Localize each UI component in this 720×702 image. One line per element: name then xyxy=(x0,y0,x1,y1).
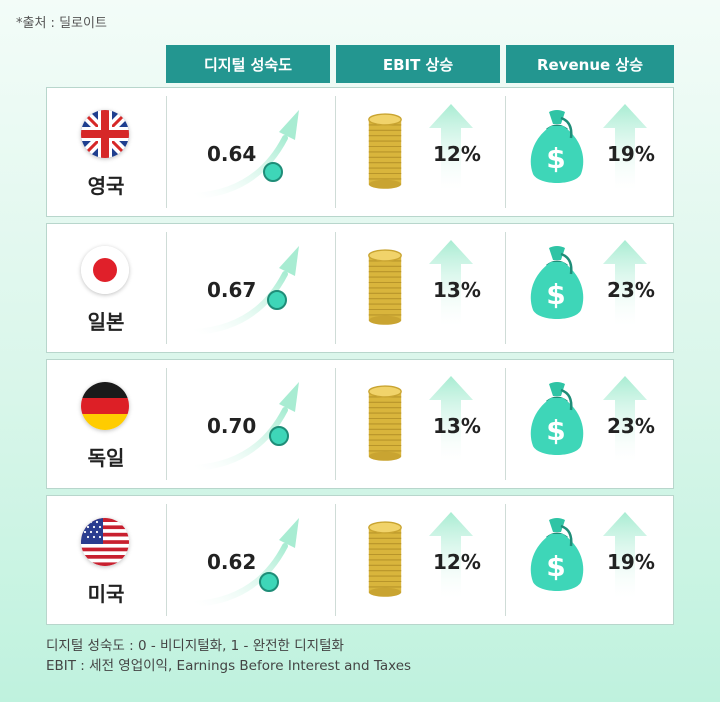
country-cell: 영국 xyxy=(47,88,165,216)
column-divider xyxy=(505,504,506,616)
revenue-value: 19% xyxy=(607,550,655,574)
country-row-germany: 독일 0.70 13% 23% xyxy=(46,359,674,489)
column-divider xyxy=(335,368,336,480)
source-note: *출처 : 딜로이트 xyxy=(16,16,107,31)
column-divider xyxy=(505,232,506,344)
column-divider xyxy=(335,232,336,344)
coin-stack-icon xyxy=(367,516,403,602)
japan-flag-icon xyxy=(81,246,129,294)
header-revenue: Revenue 상승 xyxy=(506,45,674,83)
column-divider xyxy=(505,96,506,208)
maturity-score: 0.62 xyxy=(207,550,257,574)
uk-flag-icon xyxy=(81,110,129,158)
maturity-dot xyxy=(267,290,287,310)
ebit-value: 12% xyxy=(433,550,481,574)
germany-flag-icon xyxy=(81,382,129,430)
maturity-dot xyxy=(259,572,279,592)
country-row-usa: 미국 0.62 12% 19% xyxy=(46,495,674,625)
country-cell: 일본 xyxy=(47,224,165,352)
ebit-value: 13% xyxy=(433,278,481,302)
revenue-value: 23% xyxy=(607,278,655,302)
money-bag-icon xyxy=(527,516,587,596)
maturity-dot xyxy=(263,162,283,182)
maturity-score: 0.70 xyxy=(207,414,257,438)
footnotes: 디지털 성숙도 : 0 - 비디지털화, 1 - 완전한 디지털화 EBIT :… xyxy=(46,636,411,676)
header-digital-label: 디지털 성숙도 xyxy=(203,55,293,74)
column-divider xyxy=(505,368,506,480)
column-divider xyxy=(335,504,336,616)
column-divider xyxy=(335,96,336,208)
header-ebit-label: EBIT 상승 xyxy=(382,55,454,74)
country-name: 영국 xyxy=(87,174,125,198)
country-name: 미국 xyxy=(87,582,125,606)
note-digital-maturity: 디지털 성숙도 : 0 - 비디지털화, 1 - 완전한 디지털화 xyxy=(46,638,344,654)
country-cell: 독일 xyxy=(47,360,165,488)
money-bag-icon xyxy=(527,244,587,324)
column-divider xyxy=(166,368,167,480)
money-bag-icon xyxy=(527,108,587,188)
header-digital-maturity: 디지털 성숙도 xyxy=(166,45,330,83)
country-row-japan: 일본 0.67 13% 23% xyxy=(46,223,674,353)
money-bag-icon xyxy=(527,380,587,460)
country-row-uk: 영국 0.64 12% 19% xyxy=(46,87,674,217)
column-divider xyxy=(166,232,167,344)
header-ebit: EBIT 상승 xyxy=(336,45,500,83)
column-divider xyxy=(166,504,167,616)
coin-stack-icon xyxy=(367,108,403,194)
revenue-value: 23% xyxy=(607,414,655,438)
maturity-dot xyxy=(269,426,289,446)
coin-stack-icon xyxy=(367,380,403,466)
maturity-score: 0.67 xyxy=(207,278,257,302)
usa-flag-icon xyxy=(81,518,129,566)
maturity-score: 0.64 xyxy=(207,142,257,166)
ebit-value: 12% xyxy=(433,142,481,166)
revenue-value: 19% xyxy=(607,142,655,166)
column-divider xyxy=(166,96,167,208)
ebit-value: 13% xyxy=(433,414,481,438)
country-name: 일본 xyxy=(87,310,125,334)
note-ebit: EBIT : 세전 영업이익, Earnings Before Interest… xyxy=(46,658,412,674)
country-name: 독일 xyxy=(87,446,125,470)
coin-stack-icon xyxy=(367,244,403,330)
header-revenue-label: Revenue 상승 xyxy=(536,55,644,74)
country-cell: 미국 xyxy=(47,496,165,624)
